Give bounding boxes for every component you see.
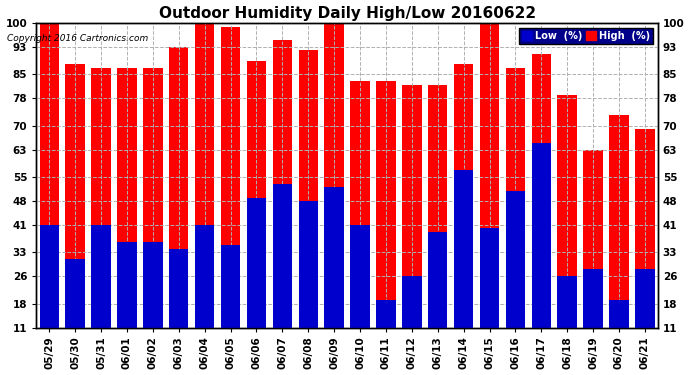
Bar: [609, 300, 629, 327]
Bar: [376, 300, 395, 327]
Bar: [351, 81, 370, 327]
Bar: [454, 64, 473, 327]
Bar: [531, 143, 551, 327]
Bar: [506, 68, 525, 327]
Bar: [583, 150, 603, 327]
Bar: [221, 27, 240, 327]
Text: Copyright 2016 Cartronics.com: Copyright 2016 Cartronics.com: [7, 34, 148, 43]
Bar: [428, 232, 447, 327]
Bar: [506, 191, 525, 327]
Bar: [402, 276, 422, 327]
Bar: [195, 23, 215, 327]
Bar: [273, 184, 292, 327]
Bar: [324, 23, 344, 327]
Bar: [558, 95, 577, 327]
Bar: [39, 23, 59, 327]
Bar: [324, 187, 344, 327]
Bar: [609, 116, 629, 327]
Bar: [39, 225, 59, 327]
Bar: [221, 246, 240, 327]
Bar: [195, 225, 215, 327]
Bar: [66, 64, 85, 327]
Bar: [91, 225, 111, 327]
Bar: [480, 228, 500, 327]
Bar: [247, 198, 266, 327]
Bar: [143, 68, 163, 327]
Bar: [635, 129, 655, 327]
Bar: [299, 201, 318, 327]
Bar: [428, 85, 447, 327]
Bar: [454, 170, 473, 327]
Bar: [247, 61, 266, 327]
Bar: [66, 259, 85, 327]
Bar: [299, 51, 318, 327]
Bar: [583, 269, 603, 327]
Bar: [143, 242, 163, 327]
Bar: [169, 47, 188, 327]
Bar: [635, 269, 655, 327]
Bar: [376, 81, 395, 327]
Bar: [117, 68, 137, 327]
Bar: [531, 54, 551, 327]
Bar: [402, 85, 422, 327]
Legend: Low  (%), High  (%): Low (%), High (%): [520, 28, 653, 44]
Bar: [169, 249, 188, 327]
Bar: [91, 68, 111, 327]
Bar: [117, 242, 137, 327]
Bar: [351, 225, 370, 327]
Bar: [558, 276, 577, 327]
Bar: [273, 40, 292, 327]
Bar: [480, 23, 500, 327]
Title: Outdoor Humidity Daily High/Low 20160622: Outdoor Humidity Daily High/Low 20160622: [159, 6, 535, 21]
